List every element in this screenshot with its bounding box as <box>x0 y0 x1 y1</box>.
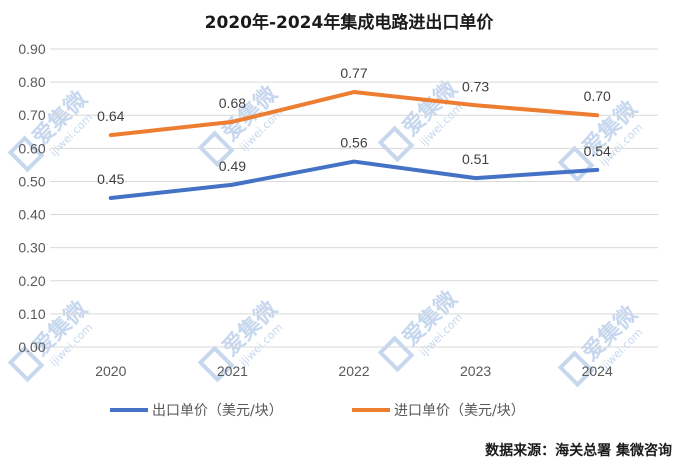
legend: 出口单价（美元/块） 进口单价（美元/块） <box>110 403 525 419</box>
series-line-1 <box>108 159 600 200</box>
data-label: 0.49 <box>219 158 246 174</box>
y-tick-label: 0.10 <box>18 306 45 322</box>
y-tick-label: 0.30 <box>18 240 45 256</box>
data-label: 0.51 <box>462 151 489 167</box>
y-tick-label: 0.60 <box>18 140 45 156</box>
x-tick-label: 2020 <box>95 363 126 379</box>
series-lines <box>108 90 600 200</box>
y-tick-label: 0.00 <box>18 339 45 355</box>
legend-label: 出口单价（美元/块） <box>152 403 283 419</box>
watermark-logo-icon <box>197 130 235 168</box>
chart-title: 2020年-2024年集成电路进出口单价 <box>205 12 495 33</box>
y-tick-label: 0.90 <box>18 41 45 57</box>
watermark-logo-icon <box>557 350 595 388</box>
data-label: 0.56 <box>340 135 367 151</box>
watermark-logo-icon <box>197 345 235 383</box>
x-tick-label: 2024 <box>582 363 613 379</box>
x-tick-label: 2023 <box>460 363 491 379</box>
data-label: 0.73 <box>462 78 489 94</box>
data-label: 0.45 <box>97 171 124 187</box>
x-tick-label: 2022 <box>338 363 369 379</box>
data-label: 0.70 <box>584 88 611 104</box>
data-label: 0.64 <box>97 108 124 124</box>
legend-label: 进口单价（美元/块） <box>394 403 525 419</box>
data-label: 0.68 <box>219 95 246 111</box>
y-axis-ticks: 0.00 0.10 0.20 0.30 0.40 0.50 0.60 0.70 0.80 0.90 <box>18 41 45 355</box>
y-tick-label: 0.50 <box>18 173 45 189</box>
x-axis-ticks: 2020 2021 2022 2023 2024 <box>95 363 613 379</box>
y-tick-label: 0.20 <box>18 273 45 289</box>
data-label: 0.54 <box>584 143 611 159</box>
series-line-2 <box>108 90 600 138</box>
gridlines <box>50 48 658 348</box>
source-note: 数据来源：海关总署 集微咨询 <box>485 442 672 459</box>
y-tick-label: 0.80 <box>18 74 45 90</box>
y-tick-label: 0.70 <box>18 107 45 123</box>
data-labels: 0.45 0.49 0.56 0.51 0.54 0.64 0.68 0.77 0.73 0.70 <box>97 65 611 187</box>
watermark-logo-icon <box>7 135 45 173</box>
y-tick-label: 0.40 <box>18 207 45 223</box>
x-tick-label: 2021 <box>217 363 248 379</box>
data-label: 0.77 <box>340 65 367 81</box>
watermark-logo-icon <box>377 125 415 163</box>
watermark-logo-icon <box>7 345 45 383</box>
